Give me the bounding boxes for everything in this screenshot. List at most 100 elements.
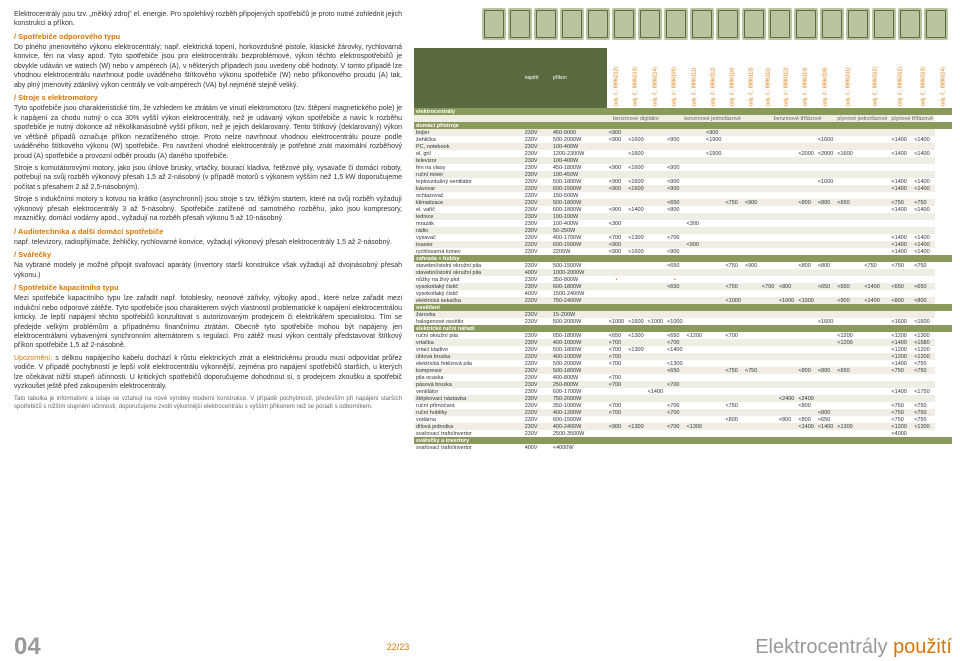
sec6-title: / Spotřebiče kapacitního typu [14, 283, 402, 293]
table-row: elektrická sekačka230V750-2400W<1000<100… [414, 297, 952, 304]
table-row: dílová jednotka230V400-2400W<900<1300<70… [414, 423, 952, 430]
gen-icon [482, 8, 506, 40]
table-row: mrazák230V100-400W<300<300 [414, 220, 952, 227]
gen-icon [768, 8, 792, 40]
col-h: (obj. č.: 8896312) [862, 48, 889, 108]
table-row: rychlovarná konev230V2200W<900<1600<900<… [414, 248, 952, 255]
sec5-title: / Svářečky [14, 250, 402, 260]
group-row: benzínové digitálníbenzínové jednofázové… [414, 115, 952, 122]
table-row: toaster230V600-1500W<900<900<1400<1400 [414, 241, 952, 248]
table-row: bojler230V450-9000<900<900 [414, 129, 952, 136]
col-h: (obj. č.: 8896312) [889, 48, 912, 108]
table-row: ruční mixér230V100-450W [414, 171, 952, 178]
cat-row: elektrické ruční nářadí [414, 325, 952, 332]
col-h: (obj. č.: 8896313) [912, 48, 935, 108]
col-h: (obj. č.: 8896116) [723, 48, 742, 108]
table-row: úhlová bruska230V400-1000W<700<1200<1200 [414, 353, 952, 360]
col-h: (obj. č.: 8896311) [835, 48, 862, 108]
col-h: (obj. č.: 8896118) [816, 48, 835, 108]
cat-row: zahrada + hobby [414, 255, 952, 262]
table-row: ruční okružní pila230V650-1800W<650<1300… [414, 332, 952, 339]
table-row: vysokotlaký čistič400V1500-2400W [414, 290, 952, 297]
intro: Elektrocentrály jsou tzv. „měkký zdroj" … [14, 10, 402, 29]
sec3-body1: Stroje s komutátorovými motory, jako jso… [14, 164, 402, 192]
col-h: (obj. č.: 8896111) [760, 48, 777, 108]
table-row: elektrická řetězová pila230V500-2000W<70… [414, 360, 952, 367]
gen-icon [534, 8, 558, 40]
cat-row: svářečky a invertory [414, 437, 952, 444]
table-row: nůžky na živý plot230V350-800W•• [414, 276, 952, 283]
sec3-body2: Stroje s indukčními motory s kotvou na k… [14, 195, 402, 223]
gen-icon [586, 8, 610, 40]
table-row: svařovací trafo/invertor400V<4000W [414, 444, 952, 451]
table-row: klimatizace230V500-1800W<650<750<900<800… [414, 199, 952, 206]
gen-icon [716, 8, 740, 40]
page-num: 04 [14, 633, 41, 661]
gen-icon [690, 8, 714, 40]
gen-icon [612, 8, 636, 40]
col-h: napětí [523, 48, 551, 108]
left-column: Elektrocentrály jsou tzv. „měkký zdroj" … [0, 0, 410, 451]
sec6-body: Mezi spotřebiče kapacitního typu lze zař… [14, 294, 402, 351]
col-h: (obj. č.: 8896212) [607, 48, 626, 108]
col-h: (obj. č.: 8896109) [665, 48, 684, 108]
right-column: napětípříkon(obj. č.: 8896212)(obj. č.: … [410, 0, 960, 451]
table-row: televizor230V100-400W [414, 157, 952, 164]
table-row: vrtací kladivo230V500-1800W<700<1300<140… [414, 346, 952, 353]
gen-icon [820, 8, 844, 40]
col-h: (obj. č.: 8896113) [796, 48, 815, 108]
gen-icon [508, 8, 532, 40]
col-h: příkon [551, 48, 607, 108]
gen-icon [846, 8, 870, 40]
sec4-body: např. televizory, radiopřijímače, žehlič… [14, 238, 402, 247]
product-icons [414, 8, 952, 48]
header-row: napětípříkon(obj. č.: 8896212)(obj. č.: … [414, 48, 952, 108]
table-row: kávovar230V600-1500W<900<1600<900<1400<1… [414, 185, 952, 192]
gen-icon [898, 8, 922, 40]
gen-icon [560, 8, 584, 40]
warning: Upozornění: s délkou napájecího kabelu d… [14, 354, 402, 392]
col-name [414, 48, 523, 108]
cat-row: osvětlení [414, 304, 952, 311]
table-row: teplovzdušný ventilátor230V500-1800W<900… [414, 178, 952, 185]
page-ref: 22/23 [41, 642, 756, 652]
table-row: pásová bruska230V250-800W<700<700 [414, 381, 952, 388]
table-row: vrtačka230V400-1000W<700<700<1200<1400<1… [414, 339, 952, 346]
warn-body: s délkou napájecího kabelu dochází k růs… [14, 355, 402, 390]
col-h: (obj. č.: 8896213) [626, 48, 645, 108]
compat-table: napětípříkon(obj. č.: 8896212)(obj. č.: … [414, 48, 952, 451]
cat-row: elektrocentrály [414, 108, 952, 115]
sec2-body: Tyto spotřebiče jsou charakteristické tí… [14, 104, 402, 161]
cat-row: domácí přístroje [414, 122, 952, 129]
col-h: (obj. č.: 8896113) [743, 48, 760, 108]
gen-icon [872, 8, 896, 40]
col-h: (obj. č.: 8896111) [685, 48, 704, 108]
gen-icon [664, 8, 688, 40]
table-row: pila ocaska230V400-800W<700 [414, 374, 952, 381]
col-h: (obj. č.: 8896314) [935, 48, 952, 108]
table-row: žehlička230V500-2000W<900<1600<900<1900<… [414, 136, 952, 143]
footnote: Tato tabulka je informativní a údaje se … [14, 395, 402, 411]
gen-icon [638, 8, 662, 40]
table-row: stavební/stolní okružní pila230V500-1500… [414, 262, 952, 269]
sec1-title: / Spotřebiče odporového typu [14, 32, 402, 42]
gen-icon [742, 8, 766, 40]
page-title: Elektrocentrály použití [755, 636, 952, 659]
table-row: ochlazovač230V150-500W [414, 192, 952, 199]
page-footer: 04 22/23 Elektrocentrály použití [0, 633, 960, 661]
table-row: PC, notebook230V100-400W [414, 143, 952, 150]
table-row: kompresor230V500-1800W<650<750<750<800<8… [414, 367, 952, 374]
gen-icon [924, 8, 948, 40]
table-row: vysokotlaký čistič230V600-1800W<650<750<… [414, 283, 952, 290]
sec4-title: / Audiotechnika a další domácí spotřebič… [14, 227, 402, 237]
table-row: ruční přímočará230V350-1000W<700<700<750… [414, 402, 952, 409]
table-row: štěpkovací nástavba230V750-2000W<2400<24… [414, 395, 952, 402]
table-row: žárovka230V15-200W [414, 311, 952, 318]
table-row: lednice230V100-100W [414, 213, 952, 220]
table-row: rádio230V50-250W [414, 227, 952, 234]
table-row: fén na vlasy230V450-1800W<900<1600<900 [414, 164, 952, 171]
table-row: ruční hoblíky230V400-1200W<700<700<800<7… [414, 409, 952, 416]
warn-title: Upozornění: [14, 355, 52, 362]
table-row: vysavač230V400-1700W<700<1300<700<1400<1… [414, 234, 952, 241]
table-row: halogenové osvětlo230V500-2000W<1000<160… [414, 318, 952, 325]
